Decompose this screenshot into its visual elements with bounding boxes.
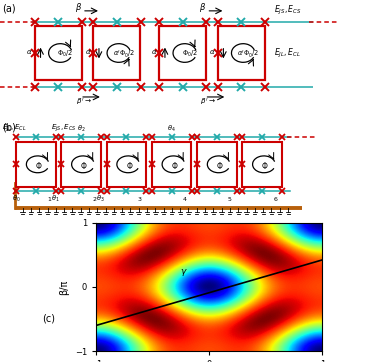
Text: $\Phi$: $\Phi$ [35,160,43,171]
Bar [242,142,282,187]
Text: (b): (b) [2,122,16,132]
Text: 1: 1 [47,197,51,202]
Text: $\alpha$: $\alpha$ [84,48,91,56]
Text: 6: 6 [273,197,277,202]
Text: $\alpha'\Phi_0/2$: $\alpha'\Phi_0/2$ [113,49,135,60]
Text: 4: 4 [183,197,187,202]
Text: $\Phi$: $\Phi$ [126,160,133,171]
Text: $\Phi$: $\Phi$ [171,160,178,171]
Text: $\alpha$: $\alpha$ [209,48,216,56]
Text: $\alpha'\Phi_0/2$: $\alpha'\Phi_0/2$ [237,49,259,60]
Bar [35,26,82,80]
Text: $\theta_2$: $\theta_2$ [77,124,85,134]
Text: $\theta_1$: $\theta_1$ [52,193,60,203]
Text: $E_{JL}, E_{CL}$: $E_{JL}, E_{CL}$ [2,122,26,134]
Text: $E_{JS}, E_{CS}$: $E_{JS}, E_{CS}$ [274,4,302,17]
Text: 5: 5 [228,197,232,202]
Bar [16,142,56,187]
Bar [107,142,146,187]
Text: (a): (a) [2,4,15,14]
Text: $\theta_3$: $\theta_3$ [97,193,105,203]
Text: $E_{JL}, E_{CL}$: $E_{JL}, E_{CL}$ [274,46,301,60]
Bar [152,142,191,187]
Text: $\beta'\rightarrow$: $\beta'\rightarrow$ [200,97,216,108]
Text: 2: 2 [92,197,96,202]
Text: $\alpha$: $\alpha$ [26,48,32,56]
Text: $\Phi$: $\Phi$ [261,160,269,171]
Text: (c): (c) [43,313,55,324]
Text: $\theta_4$: $\theta_4$ [167,124,176,134]
Bar [197,142,237,187]
Bar [218,26,265,80]
Text: $E_{JS}, E_{CS}$: $E_{JS}, E_{CS}$ [51,122,77,134]
Y-axis label: β/π: β/π [59,279,69,295]
Text: $\beta$: $\beta$ [199,1,206,14]
Text: $\alpha$: $\alpha$ [150,48,157,56]
Text: $\theta_0$: $\theta_0$ [12,193,20,203]
Bar [61,142,101,187]
Text: $\beta'\rightarrow$: $\beta'\rightarrow$ [76,97,92,108]
Text: 3: 3 [138,197,141,202]
Text: $\beta$: $\beta$ [75,1,82,14]
Text: $\gamma$: $\gamma$ [181,267,188,278]
Text: $\Phi_0/2$: $\Phi_0/2$ [57,49,73,59]
Text: $\Phi_0/2$: $\Phi_0/2$ [182,49,198,59]
Bar [159,26,207,80]
Text: $\Phi$: $\Phi$ [216,160,224,171]
Text: $\Phi$: $\Phi$ [80,160,88,171]
Bar [93,26,140,80]
